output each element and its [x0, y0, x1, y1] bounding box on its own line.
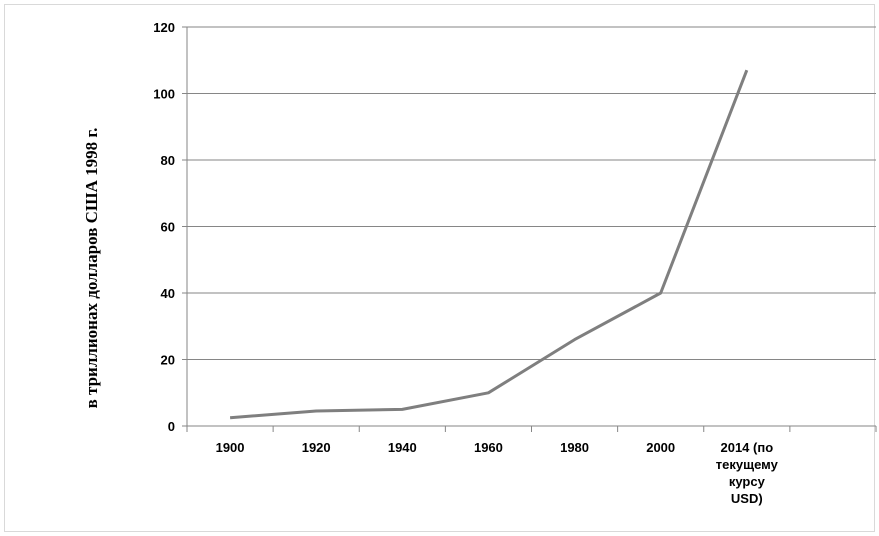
y-tick-label: 40 [161, 286, 175, 301]
y-tick-label: 80 [161, 153, 175, 168]
y-axis-label: в триллионах долларов США 1998 г. [82, 128, 101, 409]
y-tick-labels: 0 20 40 60 80 100 120 [153, 20, 175, 434]
x-tick-label: 2014 (по текущему курсу USD) [716, 440, 779, 506]
y-tick-label: 100 [153, 87, 175, 102]
y-tick-label: 60 [161, 220, 175, 235]
series-line [229, 69, 749, 420]
gridlines [187, 26, 876, 360]
x-tick-label: 1960 [474, 440, 503, 455]
x-tick-label: 1980 [560, 440, 589, 455]
x-tick-label: 2000 [646, 440, 675, 455]
x-tick-labels: 1900 1920 1940 1960 1980 2000 2014 (по текущему… [216, 440, 779, 506]
y-tick-label: 120 [153, 20, 175, 35]
x-tick-label: 1900 [216, 440, 245, 455]
x-tick-label: 1920 [302, 440, 331, 455]
y-tick-label: 0 [168, 419, 175, 434]
chart-frame [4, 4, 875, 532]
y-tick-label: 20 [161, 353, 175, 368]
axes [182, 26, 877, 432]
series [229, 69, 749, 420]
x-tick-label: 1940 [388, 440, 417, 455]
